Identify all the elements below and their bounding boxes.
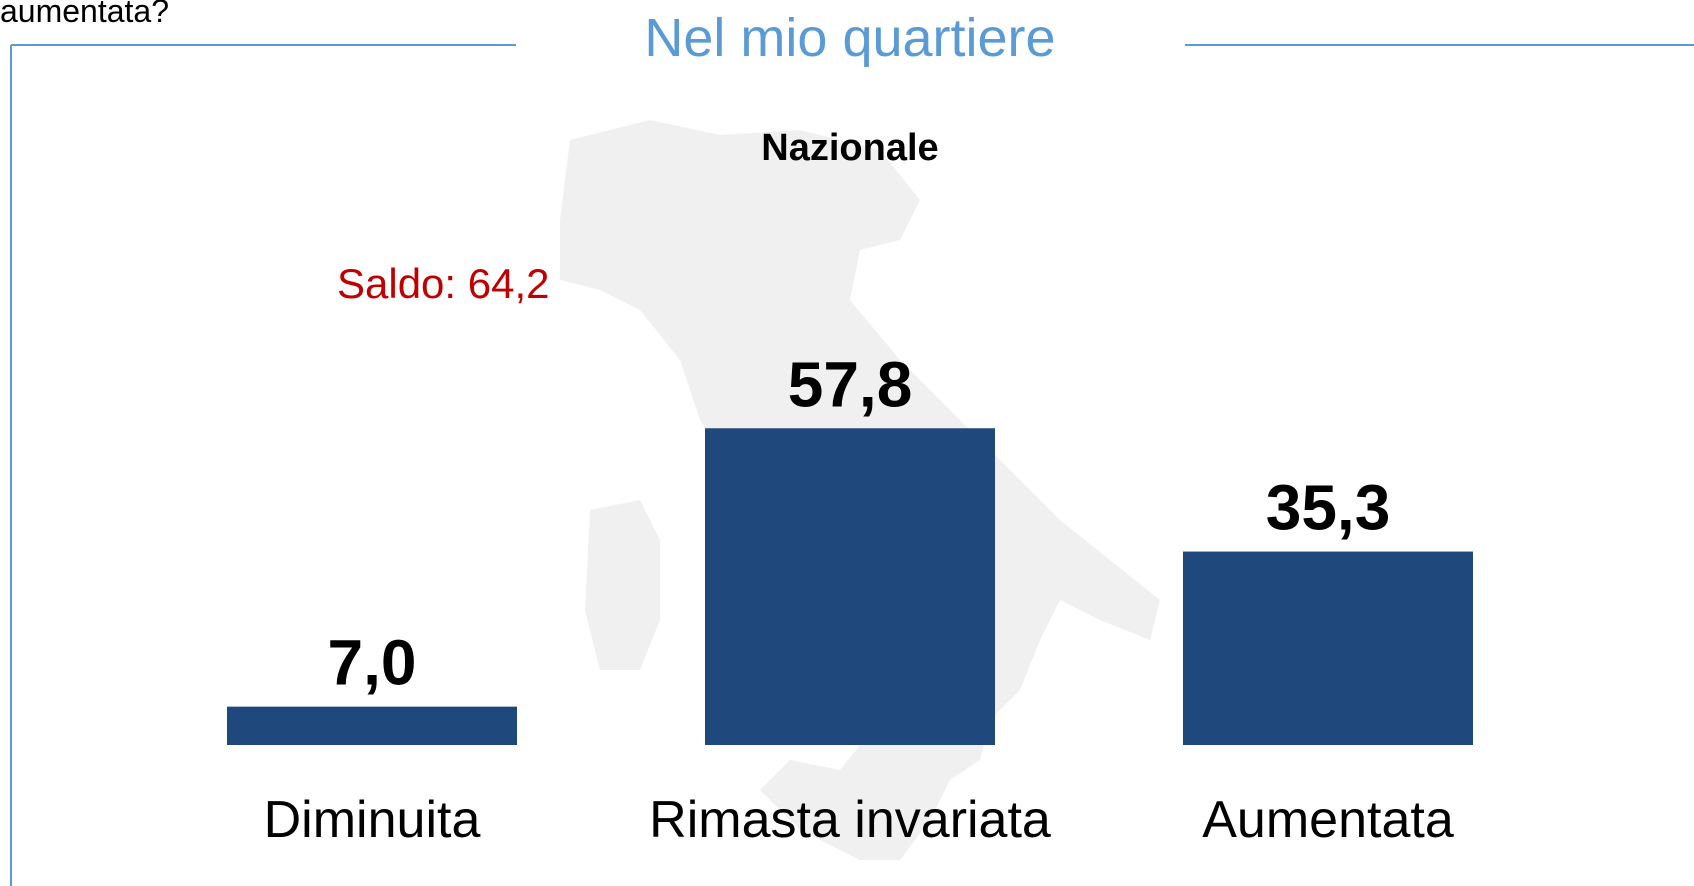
background-island bbox=[585, 500, 660, 670]
value-label: 7,0 bbox=[328, 627, 417, 699]
annotation: Saldo: 64,2 bbox=[337, 260, 550, 307]
category-label: Diminuita bbox=[264, 791, 481, 849]
bar bbox=[1183, 551, 1473, 745]
value-label: 35,3 bbox=[1266, 472, 1391, 544]
bar bbox=[705, 428, 995, 745]
chart-title: Nel mio quartiere bbox=[644, 8, 1055, 68]
bar bbox=[227, 706, 517, 745]
category-label: Aumentata bbox=[1202, 791, 1454, 849]
value-label: 57,8 bbox=[788, 348, 913, 420]
chart-subtitle: Nazionale bbox=[761, 127, 938, 169]
category-label: Rimasta invariata bbox=[649, 791, 1051, 849]
question-fragment: aumentata? bbox=[0, 0, 169, 29]
